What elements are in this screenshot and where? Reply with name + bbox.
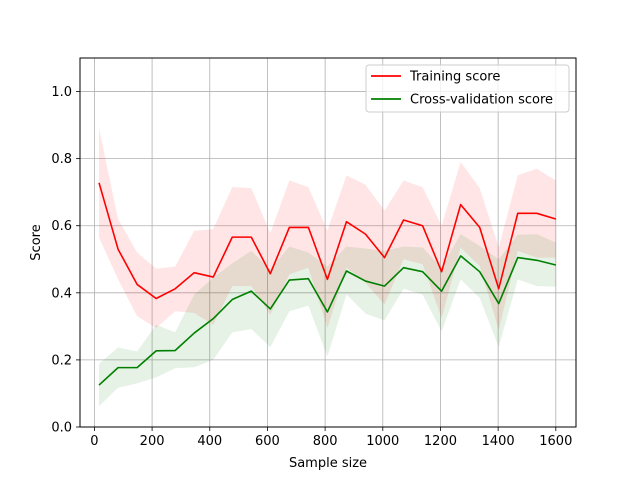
axis-ticks: 0 200 400 600 800 1000 1200 1400 1600 0.0 0.2 0.4 0.… [51, 85, 572, 449]
x-tick-label: 400 [197, 434, 222, 449]
x-tick-label: 1600 [539, 434, 572, 449]
x-tick-label: 800 [313, 434, 338, 449]
y-tick-label: 0.8 [51, 152, 72, 167]
training-score-line [98, 182, 557, 300]
y-tick-label: 0.0 [51, 421, 72, 436]
x-tick-label: 1400 [482, 434, 515, 449]
y-tick-label: 1.0 [51, 85, 72, 100]
y-tick-label: 0.6 [51, 219, 72, 234]
training-score-band [99, 128, 556, 330]
y-tick-label: 0.2 [51, 353, 72, 368]
y-tick-label: 0.4 [51, 286, 72, 301]
series-lines [98, 182, 557, 386]
cross-validation-score-line [98, 255, 557, 386]
x-tick-label: 1000 [366, 434, 399, 449]
y-axis-label: Score [29, 224, 44, 260]
legend-label-cross-validation: Cross-validation score [410, 93, 553, 108]
legend: Training score Cross-validation score [365, 64, 570, 113]
x-axis-label: Sample size [289, 456, 367, 471]
plot-area-frame [79, 57, 577, 428]
legend-box [365, 64, 570, 113]
x-tick-label: 200 [140, 434, 165, 449]
x-tick-label: 600 [255, 434, 280, 449]
x-tick-label: 0 [90, 434, 98, 449]
confidence-bands [99, 128, 556, 407]
x-tick-label: 1200 [424, 434, 457, 449]
legend-label-training: Training score [409, 70, 500, 85]
cross-validation-score-band [99, 234, 556, 407]
